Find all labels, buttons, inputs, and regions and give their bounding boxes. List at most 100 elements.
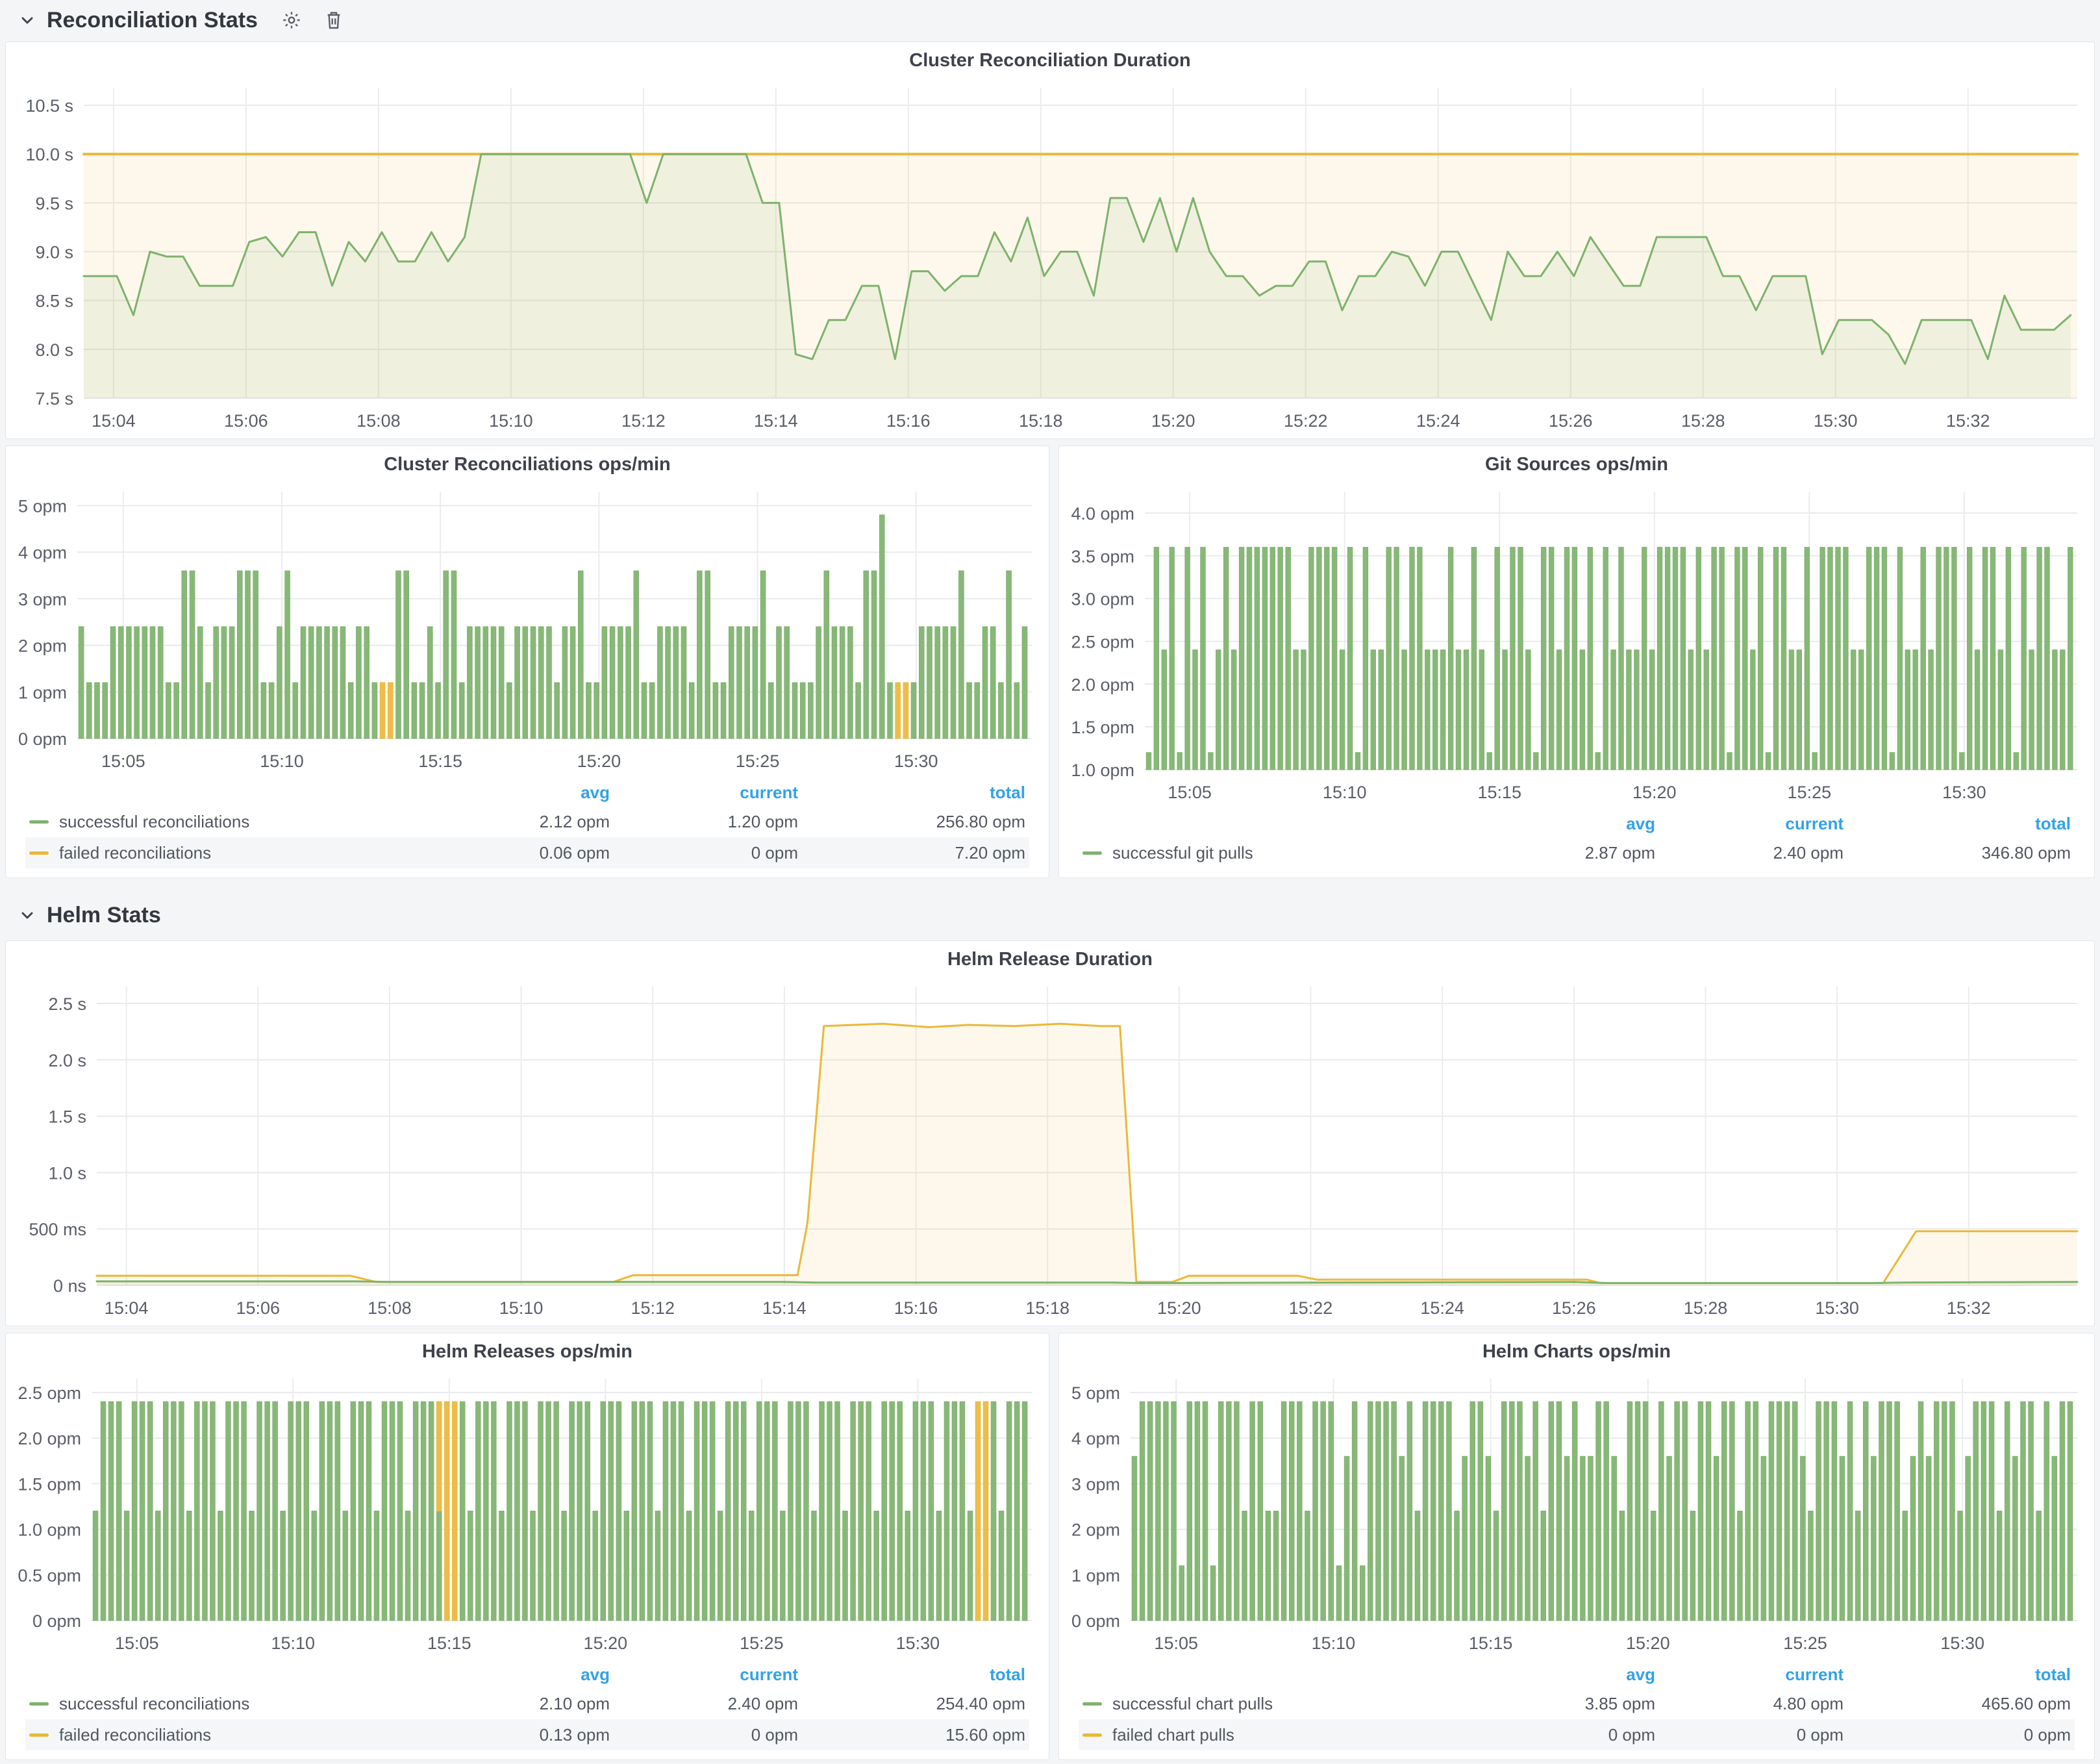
legend-current-value: 2.40 opm (727, 1693, 798, 1713)
svg-text:15:22: 15:22 (1284, 411, 1328, 431)
legend-total-value: 15.60 opm (945, 1724, 1025, 1745)
svg-text:15:10: 15:10 (271, 1633, 315, 1653)
legend-col-total[interactable]: total (2035, 1664, 2071, 1684)
trash-icon[interactable] (324, 10, 344, 31)
gear-icon[interactable] (281, 10, 302, 31)
svg-text:15:28: 15:28 (1681, 411, 1725, 431)
legend-series-label[interactable]: failed reconciliations (59, 842, 212, 863)
section-header-helm-stats[interactable]: Helm Stats (5, 878, 2095, 940)
legend-current-value: 0 opm (751, 842, 798, 863)
legend-row: failed reconciliations 0.13 opm 0 opm 15… (25, 1719, 1029, 1750)
legend-row: successful reconciliations 2.10 opm 2.40… (25, 1688, 1029, 1719)
series-color-marker (29, 1702, 49, 1706)
svg-text:15:32: 15:32 (1947, 1298, 1991, 1318)
legend-avg-value: 2.87 opm (1584, 842, 1655, 863)
legend-total-value: 346.80 opm (1981, 842, 2071, 863)
svg-text:3.0 opm: 3.0 opm (1071, 590, 1134, 609)
svg-text:15:30: 15:30 (896, 1633, 940, 1653)
svg-text:15:16: 15:16 (894, 1298, 938, 1318)
legend-col-avg[interactable]: avg (1626, 1664, 1655, 1684)
svg-text:15:04: 15:04 (92, 411, 136, 431)
legend-total-value: 254.40 opm (936, 1693, 1025, 1713)
svg-text:15:12: 15:12 (621, 411, 666, 431)
svg-text:1 opm: 1 opm (1071, 1566, 1120, 1585)
svg-text:2.0 s: 2.0 s (48, 1051, 86, 1070)
svg-text:15:30: 15:30 (1940, 1633, 1984, 1653)
panel-cluster-reconciliations-opm: Cluster Reconciliations ops/min 0 opm 1 o… (5, 446, 1049, 878)
svg-text:4 opm: 4 opm (18, 543, 67, 562)
section-header-reconciliation-stats[interactable]: Reconciliation Stats (5, 0, 2095, 40)
svg-text:500 ms: 500 ms (29, 1220, 86, 1239)
svg-text:15:15: 15:15 (427, 1633, 471, 1653)
svg-text:15:20: 15:20 (577, 751, 621, 771)
svg-text:4.0 opm: 4.0 opm (1071, 504, 1134, 523)
legend-series-label[interactable]: successful reconciliations (59, 811, 250, 831)
section-title: Helm Stats (47, 902, 161, 927)
helm-releases-chart[interactable]: 0 opm 0.5 opm 1.0 opm 1.5 opm 2.0 opm 2.5 opm… (6, 1370, 1049, 1661)
legend: avg current total successful reconciliat… (6, 1661, 1049, 1759)
legend-row: successful chart pulls 3.85 opm 4.80 opm… (1079, 1688, 2075, 1719)
legend-total-value: 0 opm (2023, 1724, 2071, 1745)
svg-text:1.5 s: 1.5 s (48, 1107, 86, 1127)
series-color-marker (1082, 1733, 1102, 1737)
legend-col-total[interactable]: total (2035, 813, 2071, 833)
legend-col-avg[interactable]: avg (1626, 813, 1655, 833)
svg-text:15:22: 15:22 (1289, 1298, 1333, 1318)
helm-charts-chart[interactable]: 0 opm 1 opm 2 opm 3 opm 4 opm 5 opm 15:05 15:10… (1059, 1370, 2094, 1661)
svg-text:0 ns: 0 ns (53, 1276, 86, 1296)
legend-total-value: 465.60 opm (1981, 1693, 2071, 1713)
panel-git-sources-opm: Git Sources ops/min 1.0 opm 1.5 opm 2.0 op… (1058, 446, 2095, 878)
svg-text:15:26: 15:26 (1552, 1298, 1596, 1318)
git-sources-chart[interactable]: 1.0 opm 1.5 opm 2.0 opm 2.5 opm 3.0 opm 3.5 o… (1059, 483, 2094, 810)
svg-text:0.5 opm: 0.5 opm (18, 1566, 81, 1585)
helm-release-duration-chart[interactable]: 0 ns 500 ms 1.0 s 1.5 s 2.0 s 2.5 s 15:04 15:06… (6, 977, 2094, 1326)
svg-text:10.5 s: 10.5 s (25, 96, 73, 116)
cluster-reconciliations-chart[interactable]: 0 opm 1 opm 2 opm 3 opm 4 opm 5 opm 15:05 15:10… (6, 483, 1049, 779)
series-color-marker (29, 851, 49, 855)
svg-text:15:08: 15:08 (356, 411, 401, 431)
legend-col-total[interactable]: total (990, 1664, 1025, 1684)
legend-series-label[interactable]: successful chart pulls (1112, 1693, 1273, 1713)
svg-text:9.5 s: 9.5 s (35, 194, 73, 213)
series-color-marker (29, 820, 49, 824)
svg-text:1.5 opm: 1.5 opm (18, 1474, 81, 1494)
legend-col-current[interactable]: current (1785, 1664, 1844, 1684)
svg-text:15:05: 15:05 (115, 1633, 159, 1653)
legend-col-avg[interactable]: avg (581, 1664, 610, 1684)
svg-text:2 opm: 2 opm (1071, 1520, 1120, 1540)
legend-col-current[interactable]: current (740, 782, 798, 802)
legend-series-label[interactable]: successful reconciliations (59, 1693, 250, 1713)
svg-text:3.5 opm: 3.5 opm (1071, 547, 1134, 566)
legend-col-total[interactable]: total (990, 782, 1025, 802)
svg-text:15:30: 15:30 (1814, 411, 1858, 431)
cluster-reconciliation-duration-chart[interactable]: 7.5 s 8.0 s 8.5 s 9.0 s 9.5 s 10.0 s 10.5 s 15:… (6, 79, 2094, 438)
svg-text:15:30: 15:30 (894, 751, 938, 771)
svg-text:0 opm: 0 opm (18, 729, 67, 749)
legend-current-value: 0 opm (1796, 1724, 1844, 1745)
svg-text:15:20: 15:20 (1157, 1298, 1201, 1318)
legend-series-label[interactable]: failed chart pulls (1112, 1724, 1234, 1745)
legend-col-avg[interactable]: avg (581, 782, 610, 802)
legend-current-value: 0 opm (751, 1724, 798, 1745)
svg-text:15:10: 15:10 (1312, 1633, 1356, 1653)
svg-text:1.0 opm: 1.0 opm (18, 1520, 81, 1540)
legend-series-label[interactable]: successful git pulls (1112, 842, 1253, 863)
svg-text:7.5 s: 7.5 s (35, 389, 73, 409)
legend: avg current total successful chart pulls… (1059, 1661, 2094, 1759)
svg-text:15:18: 15:18 (1025, 1298, 1069, 1318)
legend-avg-value: 0.06 opm (539, 842, 610, 863)
svg-text:15:14: 15:14 (754, 411, 798, 431)
legend-series-label[interactable]: failed reconciliations (59, 1724, 212, 1745)
legend-row: failed reconciliations 0.06 opm 0 opm 7.… (25, 837, 1029, 868)
svg-text:15:10: 15:10 (499, 1298, 544, 1318)
svg-text:15:25: 15:25 (1783, 1633, 1827, 1653)
legend-row: successful git pulls 2.87 opm 2.40 opm 3… (1079, 837, 2075, 868)
legend-col-current[interactable]: current (740, 1664, 798, 1684)
legend-col-current[interactable]: current (1785, 813, 1844, 833)
legend-avg-value: 2.10 opm (539, 1693, 610, 1713)
legend-total-value: 7.20 opm (955, 842, 1025, 863)
panel-helm-charts-opm: Helm Charts ops/min 0 opm 1 opm 2 opm 3 opm… (1058, 1333, 2095, 1760)
chevron-down-icon (19, 907, 35, 923)
svg-text:5 opm: 5 opm (1071, 1383, 1120, 1403)
